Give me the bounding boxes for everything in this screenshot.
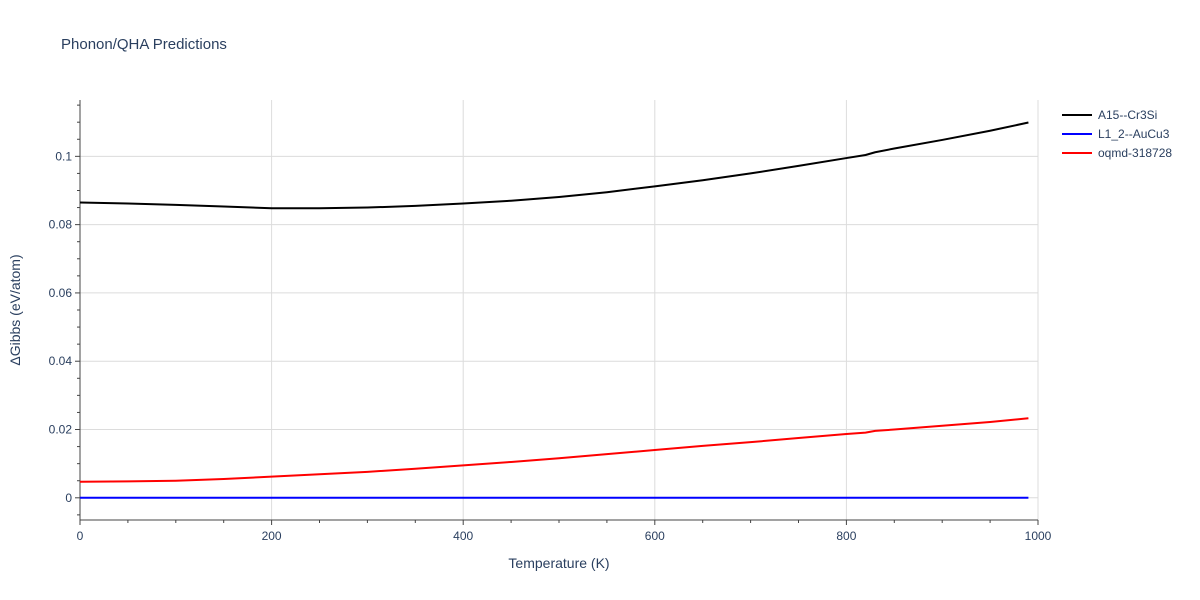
- x-tick-label: 800: [836, 529, 856, 543]
- x-tick-label: 200: [262, 529, 282, 543]
- x-tick-label: 0: [77, 529, 84, 543]
- series-line-a15-cr3si: [79, 121, 1029, 210]
- y-tick-label: 0.1: [55, 149, 72, 163]
- y-tick-label: 0.06: [49, 286, 73, 300]
- y-tick-label: 0.04: [49, 354, 73, 368]
- y-tick-label: 0: [65, 491, 72, 505]
- x-tick-label: 400: [453, 529, 473, 543]
- x-axis-title: Temperature (K): [508, 555, 609, 571]
- y-tick-label: 0.08: [49, 218, 73, 232]
- x-tick-label: 1000: [1025, 529, 1052, 543]
- x-tick-label: 600: [645, 529, 665, 543]
- legend-label: oqmd-318728: [1098, 146, 1172, 160]
- legend-label: L1_2--AuCu3: [1098, 127, 1170, 141]
- y-tick-label: 0.02: [49, 423, 73, 437]
- legend-label: A15--Cr3Si: [1098, 108, 1157, 122]
- series-line-oqmd-318728: [79, 417, 1029, 483]
- y-axis-title: ΔGibbs (eV/atom): [7, 254, 23, 365]
- chart-title: Phonon/QHA Predictions: [61, 36, 227, 53]
